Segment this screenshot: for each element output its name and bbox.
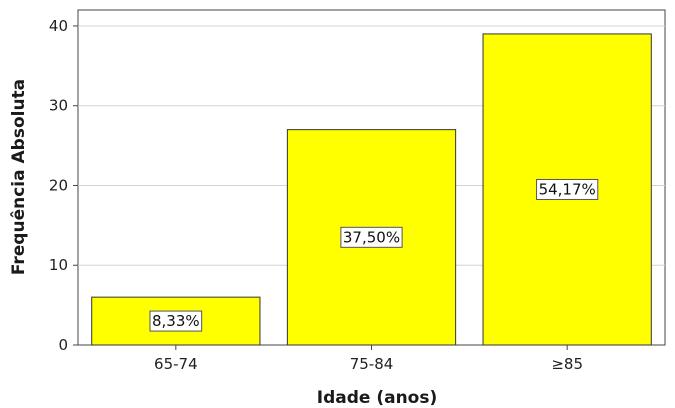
bar-label-box bbox=[149, 310, 203, 332]
bar-label-text: 8,33% bbox=[152, 312, 200, 330]
x-axis-title: Idade (anos) bbox=[317, 388, 438, 408]
y-tick-label: 10 bbox=[49, 256, 68, 274]
bar-label-text: 54,17% bbox=[539, 180, 596, 198]
bar-label: 37,50% bbox=[340, 226, 403, 248]
x-axis-ticks: 65-74 75-84 ≥85 bbox=[154, 345, 583, 373]
y-tick-label: 0 bbox=[58, 336, 68, 354]
bar-label: 54,17% bbox=[536, 178, 599, 200]
y-axis-ticks: 0 10 20 30 40 bbox=[49, 17, 78, 354]
y-tick-label: 30 bbox=[49, 97, 68, 115]
bar-label-box bbox=[536, 178, 599, 200]
y-tick-label: 20 bbox=[49, 176, 68, 194]
bar-label: 8,33% bbox=[149, 310, 203, 332]
x-tick-label: ≥85 bbox=[551, 355, 583, 373]
y-axis-title: Frequência Absoluta bbox=[9, 79, 29, 275]
x-tick-label: 75-84 bbox=[350, 355, 394, 373]
bar-label-box bbox=[340, 226, 403, 248]
bars: 8,33% 37,50% 54,17% bbox=[91, 33, 652, 346]
bar-label-text: 37,50% bbox=[343, 228, 400, 246]
x-tick-label: 65-74 bbox=[154, 355, 198, 373]
y-tick-label: 40 bbox=[49, 17, 68, 35]
